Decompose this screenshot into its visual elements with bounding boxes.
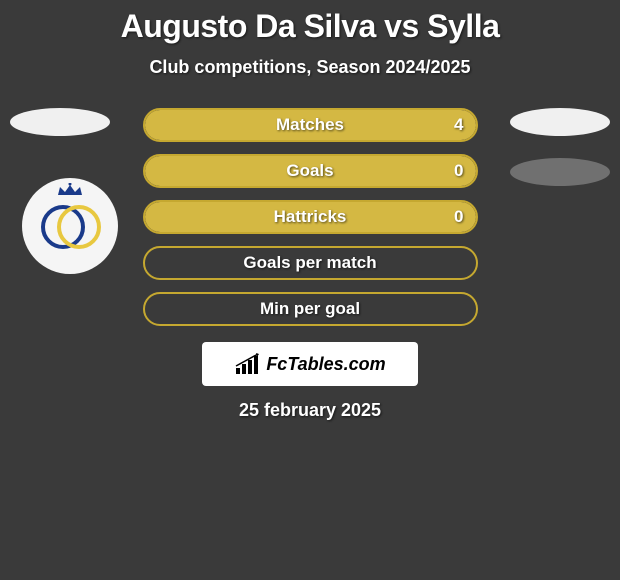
stat-label: Goals [286, 161, 333, 181]
stat-label: Min per goal [260, 299, 360, 319]
crown-icon [56, 183, 84, 197]
stat-row: Goals per match [143, 246, 478, 280]
stats-area: Matches 4 Goals 0 Hattricks 0 Goals per match M… [0, 108, 620, 421]
page-subtitle: Club competitions, Season 2024/2025 [149, 57, 470, 78]
stat-row: Hattricks 0 [143, 200, 478, 234]
page-title: Augusto Da Silva vs Sylla [121, 8, 500, 45]
club-badge [22, 178, 118, 274]
stat-row: Matches 4 [143, 108, 478, 142]
player-left-placeholder [10, 108, 110, 136]
date-text: 25 february 2025 [239, 400, 381, 421]
stat-label: Hattricks [274, 207, 347, 227]
main-container: Augusto Da Silva vs Sylla Club competiti… [0, 0, 620, 580]
player-right-placeholder-1 [510, 108, 610, 136]
stat-value-right: 4 [454, 115, 463, 135]
logo-box: FcTables.com [202, 342, 418, 386]
logo-text: FcTables.com [266, 354, 385, 375]
chart-icon [234, 352, 262, 376]
player-right-placeholder-2 [510, 158, 610, 186]
stat-value-right: 0 [454, 161, 463, 181]
stat-label: Matches [276, 115, 344, 135]
stat-label: Goals per match [243, 253, 376, 273]
stat-value-right: 0 [454, 207, 463, 227]
stat-row: Goals 0 [143, 154, 478, 188]
stat-row: Min per goal [143, 292, 478, 326]
